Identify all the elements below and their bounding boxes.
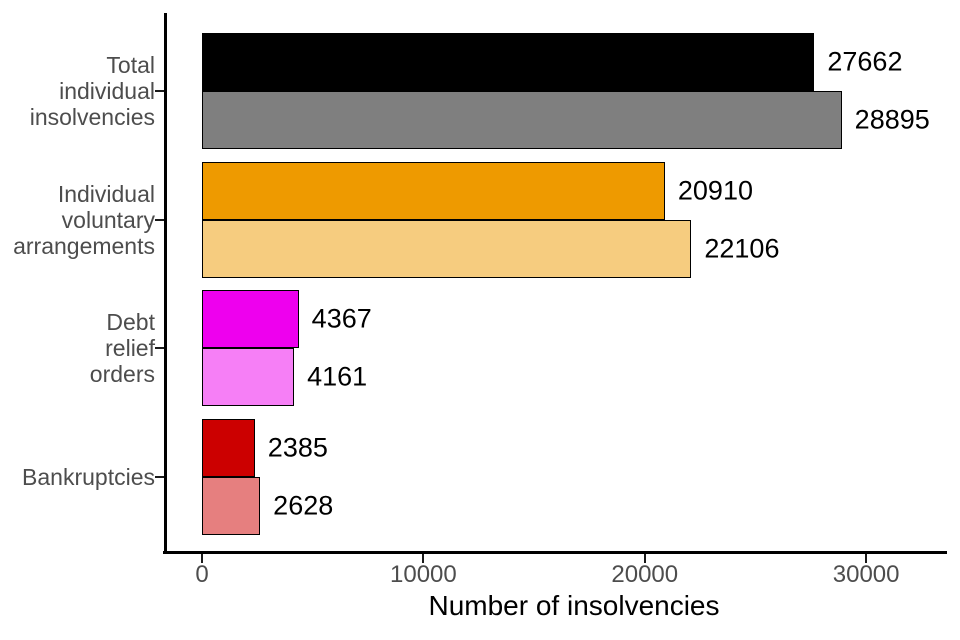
bar-value-label: 4367: [311, 303, 372, 334]
bar-series-2-4: [202, 476, 261, 535]
y-axis-line: [164, 13, 167, 554]
x-axis-title: Number of insolvencies: [428, 590, 720, 621]
bar-value-label: 2385: [267, 432, 328, 462]
y-axis-category-label: Individual voluntary arrangements: [13, 180, 155, 259]
y-axis-category-label: Debt relief orders: [89, 309, 155, 387]
x-axis-tick-label: 0: [195, 561, 209, 588]
y-axis-tick: [155, 347, 164, 349]
bar-series-1-3: [202, 290, 299, 348]
bar-series-2-1: [202, 91, 842, 149]
x-axis-tick: [201, 554, 203, 563]
bar-series-2-3: [202, 348, 295, 406]
x-axis-tick: [643, 554, 646, 563]
bar-series-2-2: [202, 219, 692, 278]
y-axis-tick: [155, 90, 164, 92]
bar-value-label: 28895: [854, 104, 930, 135]
x-axis-tick: [422, 554, 425, 563]
bar-series-1-1: [202, 33, 815, 91]
bar-value-label: 20910: [677, 175, 753, 205]
bar-value-label: 27662: [827, 46, 903, 77]
bar-series-1-4: [202, 418, 255, 477]
x-axis-tick-label: 20000: [611, 561, 679, 588]
bar-series-1-2: [202, 161, 665, 220]
x-axis-line: [163, 551, 947, 554]
bar-value-label: 22106: [704, 233, 780, 263]
x-axis-tick: [865, 554, 868, 563]
bar-value-label: 4161: [307, 361, 368, 392]
x-axis-tick-label: 10000: [390, 561, 457, 588]
bar-value-label: 2628: [273, 490, 334, 520]
y-axis-category-label: Bankruptcies: [22, 463, 155, 490]
y-axis-tick: [155, 218, 164, 221]
y-axis-tick: [155, 475, 164, 478]
x-axis-tick-label: 30000: [832, 561, 900, 588]
y-axis-category-label: Total individual insolvencies: [29, 52, 155, 130]
